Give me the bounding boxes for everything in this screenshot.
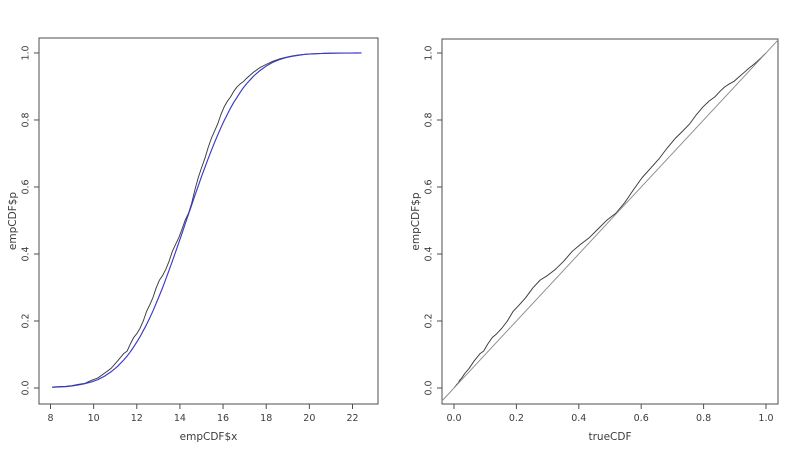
plot-box <box>38 37 379 405</box>
x-tick-label: 10 <box>88 413 100 424</box>
identity-reference-line <box>441 39 779 402</box>
x-tick-label: 8 <box>47 413 53 424</box>
ecdf-vs-fitted-normal-plot: 8 10 12 14 16 18 20 22 0.0 0.2 0.4 0.6 0.8 1.0 empCDF$… <box>7 37 379 443</box>
y-tick-label: 0.6 <box>424 179 435 194</box>
y-axis-label: empCDF$p <box>7 192 19 250</box>
x-tick-label: 12 <box>131 413 143 424</box>
pp-plot: 0.0 0.2 0.4 0.6 0.8 1.0 0.0 0.2 0.4 0.6 0.8 1.0 true… <box>410 38 779 443</box>
y-tick-label: 0.8 <box>21 112 32 127</box>
empirical-cdf-curve <box>52 52 362 388</box>
x-tick-label: 0.4 <box>571 413 586 424</box>
plot-box <box>441 38 779 405</box>
x-axis-label: trueCDF <box>588 431 631 443</box>
y-axis-label: empCDF$p <box>410 192 422 250</box>
y-tick-label: 0.8 <box>424 112 435 127</box>
y-tick-label: 0.2 <box>21 313 32 328</box>
y-tick-label: 1.0 <box>424 45 435 60</box>
y-tick-label: 0.4 <box>21 246 32 261</box>
y-tick-label: 0.6 <box>21 179 32 194</box>
x-tick-label: 16 <box>217 413 229 424</box>
x-tick-label: 0.6 <box>634 413 649 424</box>
x-tick-label: 0.2 <box>509 413 524 424</box>
x-tick-label: 0.8 <box>696 413 711 424</box>
y-tick-label: 0.0 <box>424 380 435 395</box>
y-tick-label: 0.4 <box>424 246 435 261</box>
y-tick-label: 1.0 <box>21 45 32 60</box>
y-tick-label: 0.0 <box>21 380 32 395</box>
x-tick-label: 22 <box>346 413 358 424</box>
x-tick-label: 20 <box>303 413 315 424</box>
fitted-normal-cdf-curve <box>52 52 362 388</box>
x-tick-label: 0.0 <box>446 413 461 424</box>
x-tick-label: 18 <box>260 413 272 424</box>
x-tick-label: 14 <box>174 413 186 424</box>
y-tick-label: 0.2 <box>424 313 435 328</box>
x-tick-label: 1.0 <box>758 413 773 424</box>
x-axis-label: empCDF$x <box>180 431 238 443</box>
